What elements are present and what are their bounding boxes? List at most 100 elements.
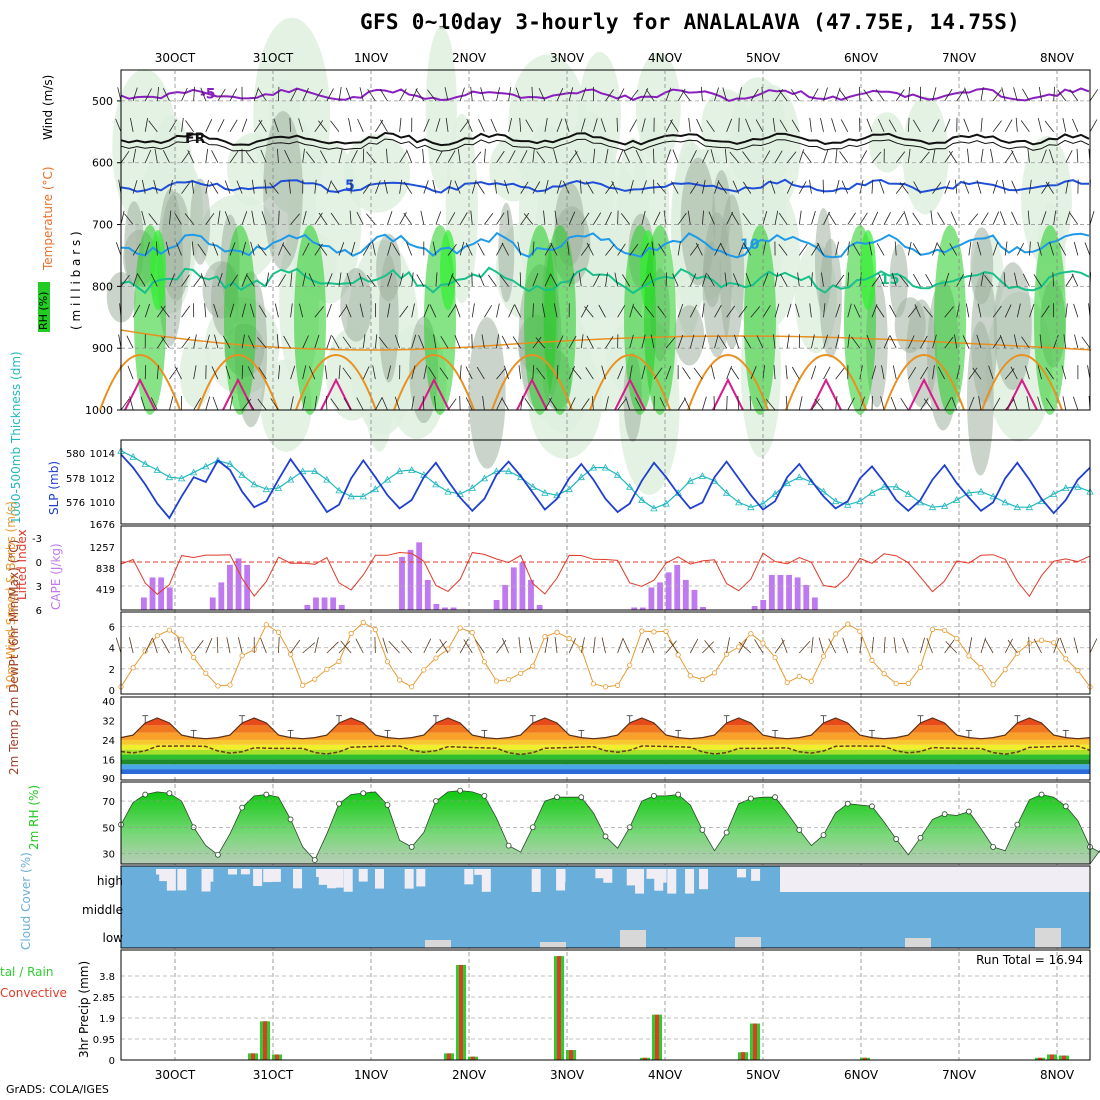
upper-wind-barb (544, 179, 549, 194)
thickness-point (141, 460, 149, 467)
upper-wind-barb (278, 365, 281, 380)
wind-speed-point (1002, 667, 1008, 673)
upper-wind-barb (644, 306, 655, 318)
thickness-point (129, 452, 137, 460)
cloud-high-bar (358, 869, 368, 882)
precip-conv-bar (863, 1057, 867, 1060)
upper-wind-barb (423, 180, 429, 194)
cape-bar (760, 599, 767, 610)
upper-wind-barb (745, 273, 752, 287)
cloud-low-bar (620, 930, 646, 948)
upper-wind-barb (432, 179, 437, 194)
upper-wind-barb (553, 149, 558, 163)
upper-wind-barb (1026, 396, 1030, 411)
upper-wind-barb (1089, 119, 1098, 133)
upper-wind-barb (965, 303, 970, 318)
thickness-point (177, 474, 186, 482)
upper-wind-barb (169, 179, 173, 194)
upper-wind-barb (447, 212, 456, 225)
warm-contour (785, 354, 867, 411)
upper-wind-barb (290, 213, 300, 225)
upper-wind-barb (572, 368, 582, 380)
cloud-frame (120, 865, 1091, 949)
upper-wind-barb (132, 148, 137, 163)
rh-green-region (294, 225, 326, 415)
upper-wind-barb (944, 306, 954, 318)
isotherm--5 (120, 87, 1090, 102)
upper-wind-barb (191, 179, 195, 194)
wind-speed-point (178, 636, 185, 642)
upper-wind-barb (839, 89, 849, 102)
upper-wind-barb (1044, 120, 1054, 133)
legend-total-rain: tal / Rain (0, 965, 53, 979)
rh-gray-region (378, 254, 399, 383)
wind-speed-point (215, 683, 221, 689)
rh2m-point (651, 792, 657, 799)
upper-wind-barb (326, 303, 332, 318)
upper-air-frame (120, 69, 1091, 411)
wind-barb (496, 639, 507, 654)
thickness-point (335, 486, 343, 494)
warm-contour (197, 354, 279, 411)
top-date-label: 8NOV (1040, 51, 1075, 65)
upper-wind-barb (895, 182, 906, 194)
hot-contour (908, 377, 940, 411)
wind-speed-point (324, 666, 330, 672)
upper-wind-barb (257, 337, 267, 349)
bottom-date-label: 4NOV (648, 1068, 683, 1082)
upper-wind-barb (423, 365, 427, 380)
upper-wind-barb (270, 398, 279, 411)
upper-wind-barb (501, 397, 509, 411)
upper-wind-barb (863, 89, 873, 102)
upper-wind-barb (476, 181, 485, 194)
thickness-point (383, 475, 392, 483)
wind-speed-point (881, 671, 887, 677)
upper-wind-barb (459, 212, 468, 225)
upper-wind-barb (314, 306, 325, 318)
upper-wind-barb (984, 275, 994, 287)
thickness-point (844, 500, 852, 508)
ylabel-temp2m: 2m Temp 2m DewPt (6hr Min/Max) (°C) (7, 540, 21, 775)
upper-wind-barb (483, 148, 486, 163)
upper-wind-barb (348, 118, 352, 132)
wind-barb (799, 640, 811, 654)
cape-bar (768, 574, 775, 610)
upper-wind-barb (907, 117, 910, 132)
upper-wind-barb (871, 211, 879, 225)
rh-green-region (644, 225, 676, 415)
upper-wind-barb (162, 150, 170, 163)
upper-wind-barb (881, 365, 885, 380)
precip-tick-label: 1.9 (99, 1014, 115, 1025)
upper-wind-barb (859, 179, 864, 194)
upper-wind-barb (496, 397, 503, 411)
upper-wind-barb (330, 120, 340, 133)
upper-wind-barb (290, 88, 298, 102)
wind-speed-point (239, 653, 245, 659)
upper-wind-barb (132, 272, 138, 287)
upper-wind-barb (773, 365, 776, 380)
upper-wind-barb (422, 395, 425, 411)
upper-wind-barb (653, 148, 655, 163)
wind-speed-point (736, 644, 742, 650)
wind-barb (177, 637, 182, 654)
upper-wind-barb (726, 118, 733, 132)
upper-wind-barb (774, 272, 779, 287)
isotherm-5 (120, 178, 1089, 194)
upper-wind-barb (556, 180, 562, 194)
upper-wind-barb (544, 117, 548, 132)
upper-wind-barb (720, 242, 727, 256)
upper-wind-barb (550, 273, 558, 287)
rh2m-point (457, 787, 464, 794)
wind-speed-point (530, 663, 536, 669)
upper-wind-barb (593, 118, 598, 132)
upper-wind-barb (731, 212, 740, 225)
upper-wind-barb (161, 336, 170, 349)
upper-wind-barb (1014, 272, 1018, 287)
upper-wind-barb (1016, 242, 1025, 256)
upper-wind-barb (980, 272, 984, 287)
upper-wind-barb (229, 303, 235, 318)
upper-wind-barb (174, 366, 182, 380)
rh2m-point (1062, 803, 1069, 810)
upper-wind-barb (229, 119, 238, 133)
isotherm-label: 10 (740, 237, 760, 253)
